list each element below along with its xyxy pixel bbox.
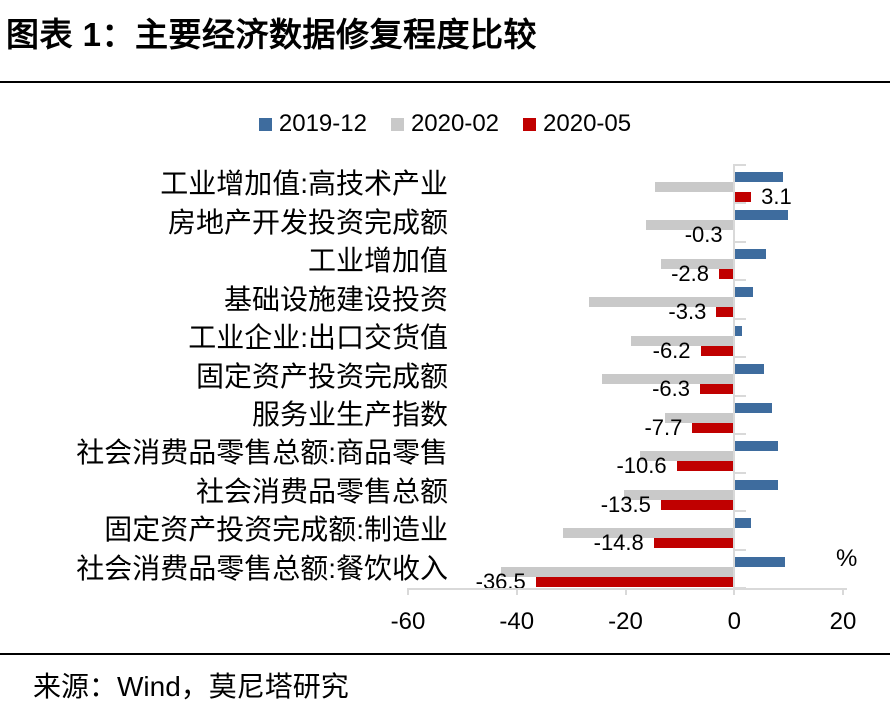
category-label: 社会消费品零售总额 <box>195 475 448 507</box>
legend-item-2020-05: 2020-05 <box>523 110 631 138</box>
category-label: 工业增加值:高技术产业 <box>160 168 448 200</box>
bar-2019-12 <box>734 556 786 567</box>
category-tick <box>734 548 747 551</box>
chart-legend: 2019-12 2020-02 2020-05 <box>0 110 890 138</box>
legend-swatch-red-icon <box>523 117 537 131</box>
category-label: 工业增加值 <box>307 245 448 277</box>
bar-2019-12 <box>734 364 764 375</box>
bar-2019-12 <box>734 210 789 221</box>
category-tick <box>734 356 747 359</box>
bar-2020-02 <box>602 374 735 385</box>
bar-value-label: -14.8 <box>593 530 644 556</box>
bar-value-label: -3.3 <box>668 299 707 325</box>
bar-2020-02 <box>588 297 735 308</box>
category-label: 社会消费品零售总额:商品零售 <box>76 437 448 469</box>
category-label: 工业企业:出口交货值 <box>188 322 448 354</box>
bar-2020-05 <box>692 422 735 433</box>
category-label: 基础设施建设投资 <box>223 283 448 315</box>
category-tick <box>734 433 747 436</box>
x-axis-tick <box>624 588 627 595</box>
x-axis-tick <box>407 588 409 595</box>
bar-2019-12 <box>734 518 752 529</box>
figure-title: 图表 1：主要经济数据修复程度比较 <box>6 16 538 53</box>
bar-value-label: -10.6 <box>616 453 667 479</box>
category-tick <box>734 279 747 282</box>
legend-label-2019-12: 2019-12 <box>278 110 367 137</box>
x-axis-tick-label: -40 <box>499 608 535 635</box>
bar-2020-02 <box>623 489 735 500</box>
x-axis-tick-label: 20 <box>829 608 857 635</box>
category-label: 固定资产投资完成额 <box>195 360 448 392</box>
bar-2020-05 <box>719 268 735 279</box>
bar-2020-02 <box>664 412 735 423</box>
bar-2020-02 <box>645 220 735 231</box>
bar-value-label: -13.5 <box>600 491 651 517</box>
category-tick <box>734 240 747 243</box>
bar-2020-02 <box>655 182 735 192</box>
bar-2019-12 <box>734 325 743 336</box>
x-axis-tick-label: 0 <box>727 608 741 635</box>
bar-2020-02 <box>639 451 735 462</box>
legend-label-2020-05: 2020-05 <box>543 110 632 137</box>
bar-2019-12 <box>734 479 779 490</box>
bar-2020-05 <box>535 576 735 587</box>
category-label: 房地产开发投资完成额 <box>167 206 448 238</box>
source-note: 来源：Wind，莫尼塔研究 <box>33 671 349 702</box>
category-tick <box>734 471 747 474</box>
bar-2020-05 <box>700 345 735 356</box>
legend-item-2019-12: 2019-12 <box>258 110 367 138</box>
bar-value-label: -36.5 <box>475 568 526 594</box>
category-label: 社会消费品零售总额:餐饮收入 <box>76 552 448 584</box>
category-tick <box>734 317 747 320</box>
category-tick <box>734 202 747 205</box>
bar-2020-05 <box>653 538 735 549</box>
bar-value-label: -7.7 <box>644 414 683 440</box>
bar-2020-05 <box>699 384 735 395</box>
title-divider <box>0 81 890 83</box>
bar-2020-02 <box>660 258 735 269</box>
legend-swatch-gray-icon <box>390 117 404 131</box>
x-axis-tick <box>842 588 844 595</box>
category-label: 服务业生产指数 <box>251 398 448 430</box>
bar-value-label: -6.3 <box>652 376 690 402</box>
category-tick <box>734 510 747 513</box>
bar-2020-02 <box>562 528 735 539</box>
bar-2019-12 <box>734 441 779 452</box>
legend-swatch-blue-icon <box>258 117 272 131</box>
bar-2019-12 <box>734 287 754 298</box>
x-axis-tick-label: -20 <box>608 608 643 635</box>
legend-item-2020-02: 2020-02 <box>390 110 500 138</box>
zero-axis-line <box>733 164 736 594</box>
legend-label-2020-02: 2020-02 <box>410 110 500 137</box>
category-tick <box>734 394 747 397</box>
x-axis-line <box>408 588 847 590</box>
x-axis-tick-label: -60 <box>390 608 426 635</box>
bar-2020-05 <box>716 307 735 318</box>
bar-value-label: -0.3 <box>684 222 723 248</box>
bar-2020-05 <box>676 461 735 472</box>
axis-unit-label: % <box>836 545 858 572</box>
bar-2020-05 <box>734 192 752 202</box>
bar-2020-02 <box>500 566 735 577</box>
bar-2020-02 <box>631 335 735 346</box>
x-axis-tick <box>733 588 736 595</box>
bar-2019-12 <box>734 402 772 413</box>
bar-2019-12 <box>734 248 767 259</box>
category-tick <box>734 164 747 166</box>
footer-divider <box>0 653 890 655</box>
bar-value-label: 3.1 <box>761 184 792 209</box>
category-label: 固定资产投资完成额:制造业 <box>104 514 448 546</box>
bar-value-label: -6.2 <box>652 337 691 363</box>
x-axis-tick <box>515 588 518 595</box>
bar-value-label: -2.8 <box>671 260 710 286</box>
bar-2019-12 <box>734 172 783 182</box>
bar-2020-05 <box>660 499 735 510</box>
